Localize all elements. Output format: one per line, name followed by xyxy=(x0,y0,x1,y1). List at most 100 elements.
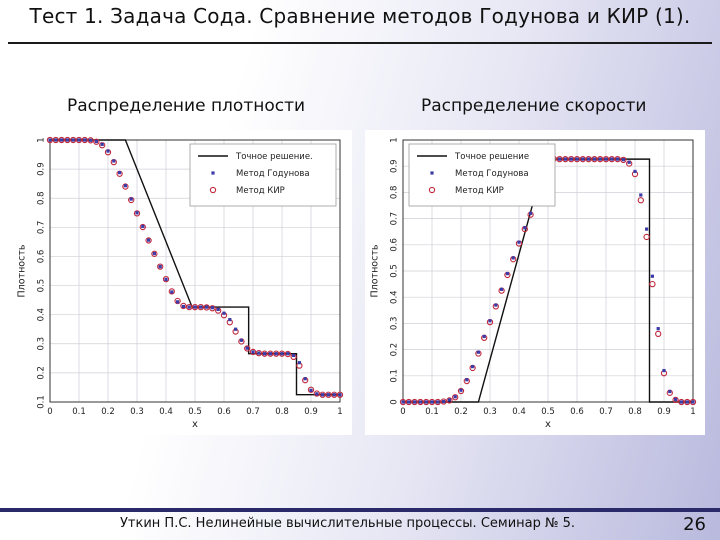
godunov-point xyxy=(94,139,98,144)
godunov-point xyxy=(587,157,591,161)
x-tick-label: 0.5 xyxy=(188,407,202,417)
legend-label: Метод Годунова xyxy=(455,169,529,179)
godunov-point xyxy=(517,240,521,244)
cir-point xyxy=(128,196,135,204)
godunov-point xyxy=(476,350,480,354)
title-divider xyxy=(8,42,712,44)
cir-point xyxy=(405,398,412,406)
legend-box xyxy=(408,143,556,207)
godunov-point xyxy=(471,365,475,369)
godunov-point xyxy=(164,277,168,282)
godunov-point xyxy=(315,392,319,396)
cir-point xyxy=(70,136,77,144)
cir-point xyxy=(180,302,187,310)
godunov-point xyxy=(482,334,486,339)
y-tick-label: 0 xyxy=(390,399,400,404)
cir-point xyxy=(411,398,418,406)
x-tick-label: 0.2 xyxy=(101,407,115,417)
y-axis-label: Плотность xyxy=(370,244,381,297)
godunov-point xyxy=(633,169,637,174)
godunov-point xyxy=(447,398,451,402)
godunov-point xyxy=(234,327,238,331)
y-tick-label: 0.8 xyxy=(390,186,400,200)
cir-point xyxy=(244,345,251,352)
godunov-point xyxy=(529,211,533,215)
cir-point xyxy=(278,350,286,357)
cir-point xyxy=(620,156,627,164)
godunov-point xyxy=(505,272,509,276)
cir-point xyxy=(261,350,268,357)
cir-point xyxy=(684,398,691,406)
plot-frame xyxy=(402,139,694,403)
godunov-point xyxy=(205,305,209,309)
godunov-point xyxy=(77,138,81,142)
footer-text: Уткин П.С. Нелинейные вычислительные про… xyxy=(120,516,576,531)
x-tick-label: 0.1 xyxy=(72,407,86,417)
cir-point xyxy=(162,276,170,283)
x-tick-label: 0.8 xyxy=(628,407,642,417)
godunov-point xyxy=(239,338,243,342)
godunov-point xyxy=(222,311,226,315)
cir-point xyxy=(434,398,441,406)
godunov-point xyxy=(639,193,643,197)
cir-point xyxy=(273,350,280,357)
y-tick-label: 0.2 xyxy=(390,343,400,357)
godunov-point xyxy=(210,306,214,310)
godunov-point xyxy=(326,393,330,397)
godunov-point xyxy=(650,274,654,278)
godunov-point xyxy=(152,251,156,256)
cir-point xyxy=(46,136,54,144)
legend-square-swatch xyxy=(211,171,215,175)
y-tick-label: 0.6 xyxy=(390,238,400,252)
godunov-point xyxy=(274,352,278,356)
godunov-point xyxy=(199,305,203,309)
cir-point xyxy=(145,237,152,244)
godunov-point xyxy=(48,138,52,142)
godunov-point xyxy=(685,400,689,404)
y-tick-label: 0.4 xyxy=(37,308,47,322)
godunov-point xyxy=(193,305,197,309)
cir-point xyxy=(608,155,615,163)
godunov-point xyxy=(662,368,666,373)
cir-point xyxy=(209,305,216,312)
godunov-point xyxy=(129,197,133,201)
godunov-point xyxy=(135,211,139,215)
godunov-point xyxy=(436,400,440,404)
godunov-point xyxy=(141,224,145,229)
godunov-point xyxy=(453,395,457,399)
y-tick-label: 0.3 xyxy=(37,337,47,351)
godunov-point xyxy=(292,353,296,358)
cir-point xyxy=(99,142,106,149)
godunov-point xyxy=(413,400,417,404)
cir-point xyxy=(568,155,575,163)
cir-point xyxy=(267,350,274,357)
cir-point xyxy=(87,137,94,144)
godunov-point xyxy=(71,138,75,142)
godunov-point xyxy=(309,388,313,392)
x-tick-label: 0.7 xyxy=(599,407,613,417)
legend-label: Точное решение xyxy=(454,152,529,162)
cir-point xyxy=(649,280,656,288)
y-axis-label: Плотность xyxy=(17,244,28,297)
x-tick-label: 0.6 xyxy=(570,407,584,417)
cir-point xyxy=(602,155,610,163)
cir-point xyxy=(203,304,210,311)
x-tick-label: 0.4 xyxy=(512,407,526,417)
godunov-point xyxy=(181,304,185,309)
godunov-point xyxy=(616,157,620,161)
cir-point xyxy=(417,398,424,406)
cir-point xyxy=(585,155,592,163)
godunov-point xyxy=(424,400,428,404)
godunov-point xyxy=(459,388,463,392)
godunov-point xyxy=(158,265,162,269)
cir-point xyxy=(452,394,459,401)
cir-point xyxy=(556,155,563,163)
godunov-point xyxy=(569,157,573,161)
cir-point xyxy=(75,136,83,144)
x-tick-label: 0.1 xyxy=(425,407,439,417)
godunov-point xyxy=(401,400,405,404)
y-tick-label: 0.8 xyxy=(37,191,47,205)
x-tick-label: 1 xyxy=(337,407,342,417)
y-tick-label: 0.9 xyxy=(37,162,47,176)
godunov-point xyxy=(65,138,69,142)
